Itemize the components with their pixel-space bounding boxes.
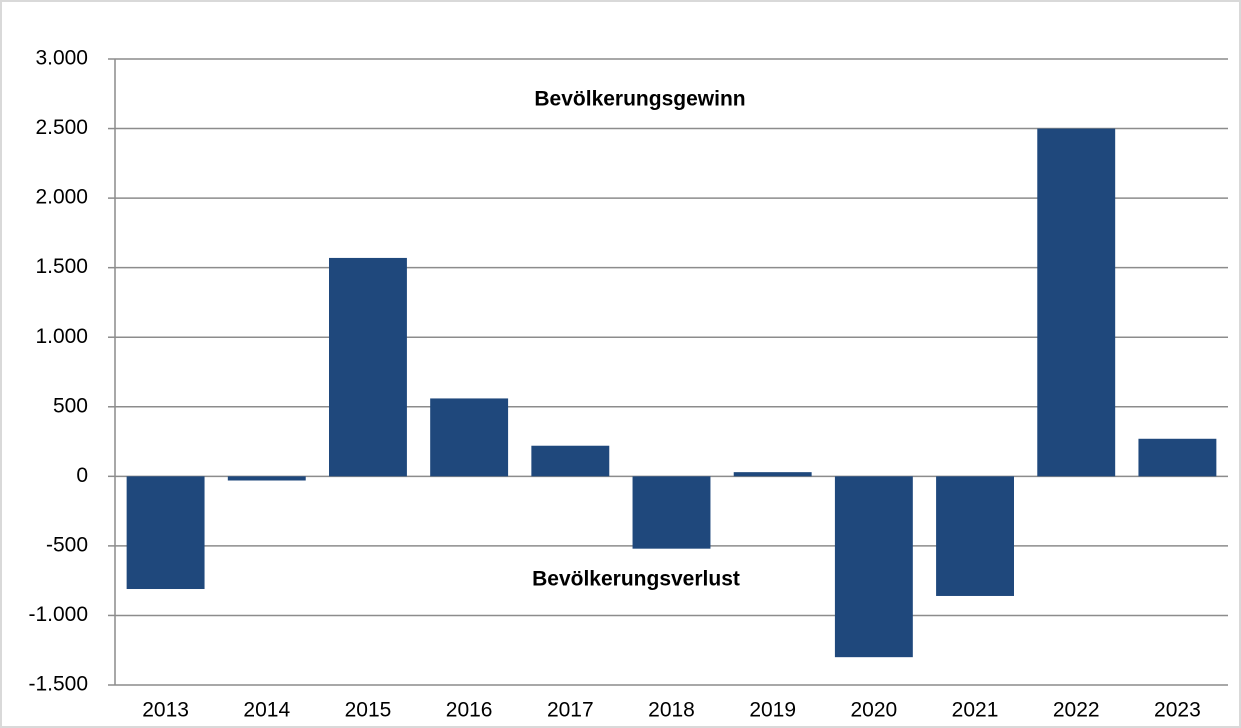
bar: [632, 476, 711, 549]
bar: [733, 472, 812, 477]
y-tick-label: 2.500: [35, 116, 88, 139]
x-tick-label: 2018: [648, 699, 695, 722]
y-tick-label: -1.000: [28, 603, 88, 626]
bar: [936, 476, 1015, 596]
y-tick-label: 0: [76, 464, 88, 487]
y-tick-label: 1.000: [35, 325, 88, 348]
bar: [834, 476, 913, 658]
x-tick-label: 2021: [952, 699, 999, 722]
y-tick-label: 2.000: [35, 186, 88, 209]
x-tick-label: 2019: [749, 699, 796, 722]
annotation: Bevölkerungsverlust: [532, 568, 740, 591]
y-tick-label: 1.500: [35, 255, 88, 278]
x-tick-label: 2014: [243, 699, 290, 722]
bar: [430, 398, 509, 477]
y-tick-label: 3.000: [35, 47, 88, 70]
bar: [1138, 438, 1217, 477]
bar: [126, 476, 205, 590]
x-tick-label: 2013: [142, 699, 189, 722]
bar: [1037, 128, 1116, 477]
x-tick-label: 2017: [547, 699, 594, 722]
bar: [227, 476, 306, 481]
x-tick-label: 2022: [1053, 699, 1100, 722]
annotation: Bevölkerungsgewinn: [534, 88, 745, 111]
y-tick-label: -1.500: [28, 673, 88, 696]
y-tick-label: 500: [53, 394, 88, 417]
bar: [328, 257, 407, 477]
x-tick-label: 2016: [446, 699, 493, 722]
bar: [531, 445, 610, 477]
x-tick-label: 2020: [851, 699, 898, 722]
y-tick-label: -500: [46, 533, 88, 556]
x-tick-label: 2023: [1154, 699, 1201, 722]
x-tick-label: 2015: [345, 699, 392, 722]
